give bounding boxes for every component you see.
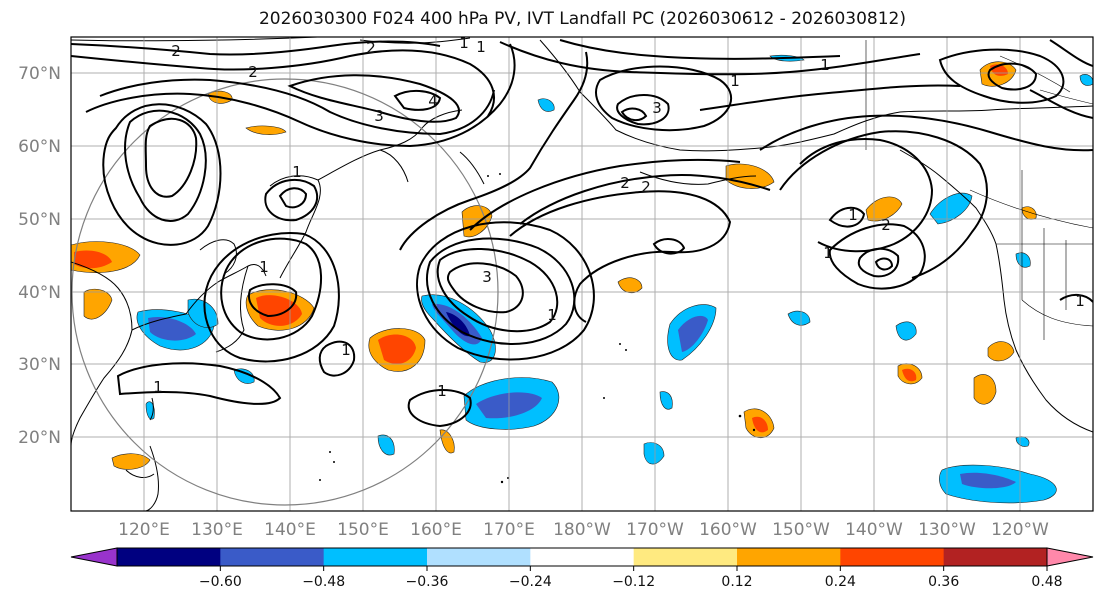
range-circles	[71, 78, 499, 506]
colorbar-segment	[323, 548, 428, 566]
lon-label: 140°E	[264, 520, 316, 540]
colorbar-tick-label: 0.12	[721, 574, 752, 590]
contour-label: 1	[848, 206, 858, 224]
contour-label: 3	[482, 268, 492, 286]
lon-label: 160°E	[410, 520, 462, 540]
contour-label: 1	[547, 306, 557, 324]
lat-label: 60°N	[18, 137, 61, 157]
contour-label: 1	[820, 56, 830, 74]
lon-label: 170°W	[626, 520, 684, 540]
map-frame	[70, 36, 1094, 512]
contour-label: 4	[428, 92, 438, 110]
colorbar-tick-label: −0.24	[509, 574, 552, 590]
lon-label: 170°E	[483, 520, 535, 540]
colorbar-segment	[737, 548, 841, 566]
contour-label: 1	[341, 341, 351, 359]
contour-label: 1	[730, 72, 740, 90]
lon-label: 160°W	[699, 520, 757, 540]
contour-label: 2	[881, 216, 891, 234]
contour-label: 1	[437, 382, 447, 400]
colorbar-segment	[117, 548, 221, 566]
colorbar-segment	[943, 548, 1048, 566]
lon-label: 120°E	[118, 520, 170, 540]
lon-label: 150°E	[337, 520, 389, 540]
pv-contours	[71, 39, 1093, 428]
latitude-labels: 70°N 60°N 50°N 40°N 30°N 20°N	[18, 64, 61, 448]
colorbar-tick-label: −0.60	[199, 574, 242, 590]
lon-label: 130°W	[918, 520, 976, 540]
colorbar-segments	[117, 548, 1048, 566]
colorbar-extend-min	[70, 547, 118, 567]
contour-label: 1	[459, 34, 469, 52]
lon-label: 140°W	[845, 520, 903, 540]
contour-label: 1	[1075, 292, 1085, 310]
contour-label: 1	[153, 378, 163, 396]
lat-label: 40°N	[18, 283, 61, 303]
colorbar-tick-label: −0.48	[302, 574, 345, 590]
colorbar-frame	[116, 547, 1048, 567]
contour-label: 3	[374, 107, 384, 125]
colorbar-extend-max	[1046, 547, 1094, 567]
lat-label: 70°N	[18, 64, 61, 84]
lon-label: 130°E	[191, 520, 243, 540]
contour-label: 2	[620, 174, 630, 192]
lat-label: 30°N	[18, 355, 61, 375]
contour-label: 2	[171, 42, 181, 60]
colorbar: −0.60 −0.48 −0.36 −0.24 −0.12 0.12 0.24 0.36 0.4…	[70, 547, 1094, 590]
contour-label: 2	[248, 63, 258, 81]
contour-label: 1	[476, 38, 486, 56]
lat-label: 20°N	[18, 428, 61, 448]
colorbar-ticks: −0.60 −0.48 −0.36 −0.24 −0.12 0.12 0.24 0.36 0.4…	[199, 566, 1063, 590]
figure-title: 2026030300 F024 400 hPa PV, IVT Landfall…	[258, 9, 906, 29]
colorbar-tick-label: 0.36	[928, 574, 959, 590]
colorbar-segment	[530, 548, 635, 566]
gridlines	[71, 37, 1093, 511]
islands	[319, 173, 756, 484]
contour-label: 3	[652, 99, 662, 117]
colorbar-tick-label: 0.24	[825, 574, 856, 590]
lat-label: 50°N	[18, 210, 61, 230]
contour-label: 1	[259, 258, 269, 276]
contour-label: 1	[823, 244, 833, 262]
colorbar-segment	[633, 548, 738, 566]
lon-label: 180°W	[553, 520, 611, 540]
lon-label: 150°W	[772, 520, 830, 540]
colorbar-segment	[840, 548, 945, 566]
contour-label: 2	[641, 178, 651, 196]
longitude-labels: 120°E 130°E 140°E 150°E 160°E 170°E 180°…	[118, 520, 1049, 540]
colorbar-tick-label: 0.48	[1031, 574, 1062, 590]
colorbar-segment	[427, 548, 531, 566]
contour-labels: 2 2 1 1 2 4 3 1 3 1 1 2 2 1 3 1 1 1 2 1 …	[153, 34, 1085, 400]
lon-label: 120°W	[991, 520, 1049, 540]
colorbar-tick-label: −0.36	[406, 574, 449, 590]
colorbar-tick-label: −0.12	[612, 574, 655, 590]
contour-label: 1	[292, 163, 302, 181]
contour-label: 2	[366, 39, 376, 57]
colorbar-segment	[220, 548, 325, 566]
